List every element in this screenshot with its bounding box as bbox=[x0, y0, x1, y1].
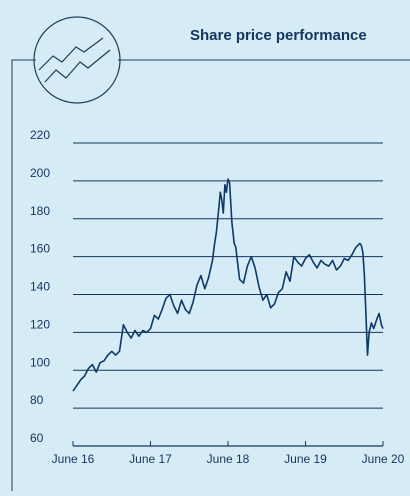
x-axis-ticks: June 16 June 17 June 18 June 19 June 20 bbox=[52, 441, 405, 466]
y-tick-label: 160 bbox=[30, 242, 50, 256]
y-tick-label: 140 bbox=[30, 280, 50, 294]
chart-title: Share price performance bbox=[190, 27, 367, 44]
line-chart-circle-icon bbox=[33, 16, 121, 104]
grid-lines bbox=[73, 142, 383, 447]
share-price-line bbox=[72, 178, 384, 392]
panel-frame bbox=[11, 59, 410, 491]
x-tick-label: June 18 bbox=[207, 452, 250, 466]
x-tick-label: June 17 bbox=[129, 452, 172, 466]
x-tick-label: June 20 bbox=[362, 452, 405, 466]
y-tick-label: 80 bbox=[30, 393, 44, 407]
y-tick-label: 220 bbox=[30, 128, 50, 142]
x-tick-label: June 16 bbox=[52, 452, 95, 466]
y-axis-ticks: 220 200 180 160 140 120 100 80 60 bbox=[30, 128, 50, 445]
y-tick-label: 120 bbox=[30, 317, 50, 331]
y-tick-label: 100 bbox=[30, 355, 50, 369]
y-tick-label: 180 bbox=[30, 204, 50, 218]
y-tick-label: 200 bbox=[30, 166, 50, 180]
y-tick-label: 60 bbox=[30, 431, 44, 445]
x-tick-label: June 19 bbox=[284, 452, 327, 466]
